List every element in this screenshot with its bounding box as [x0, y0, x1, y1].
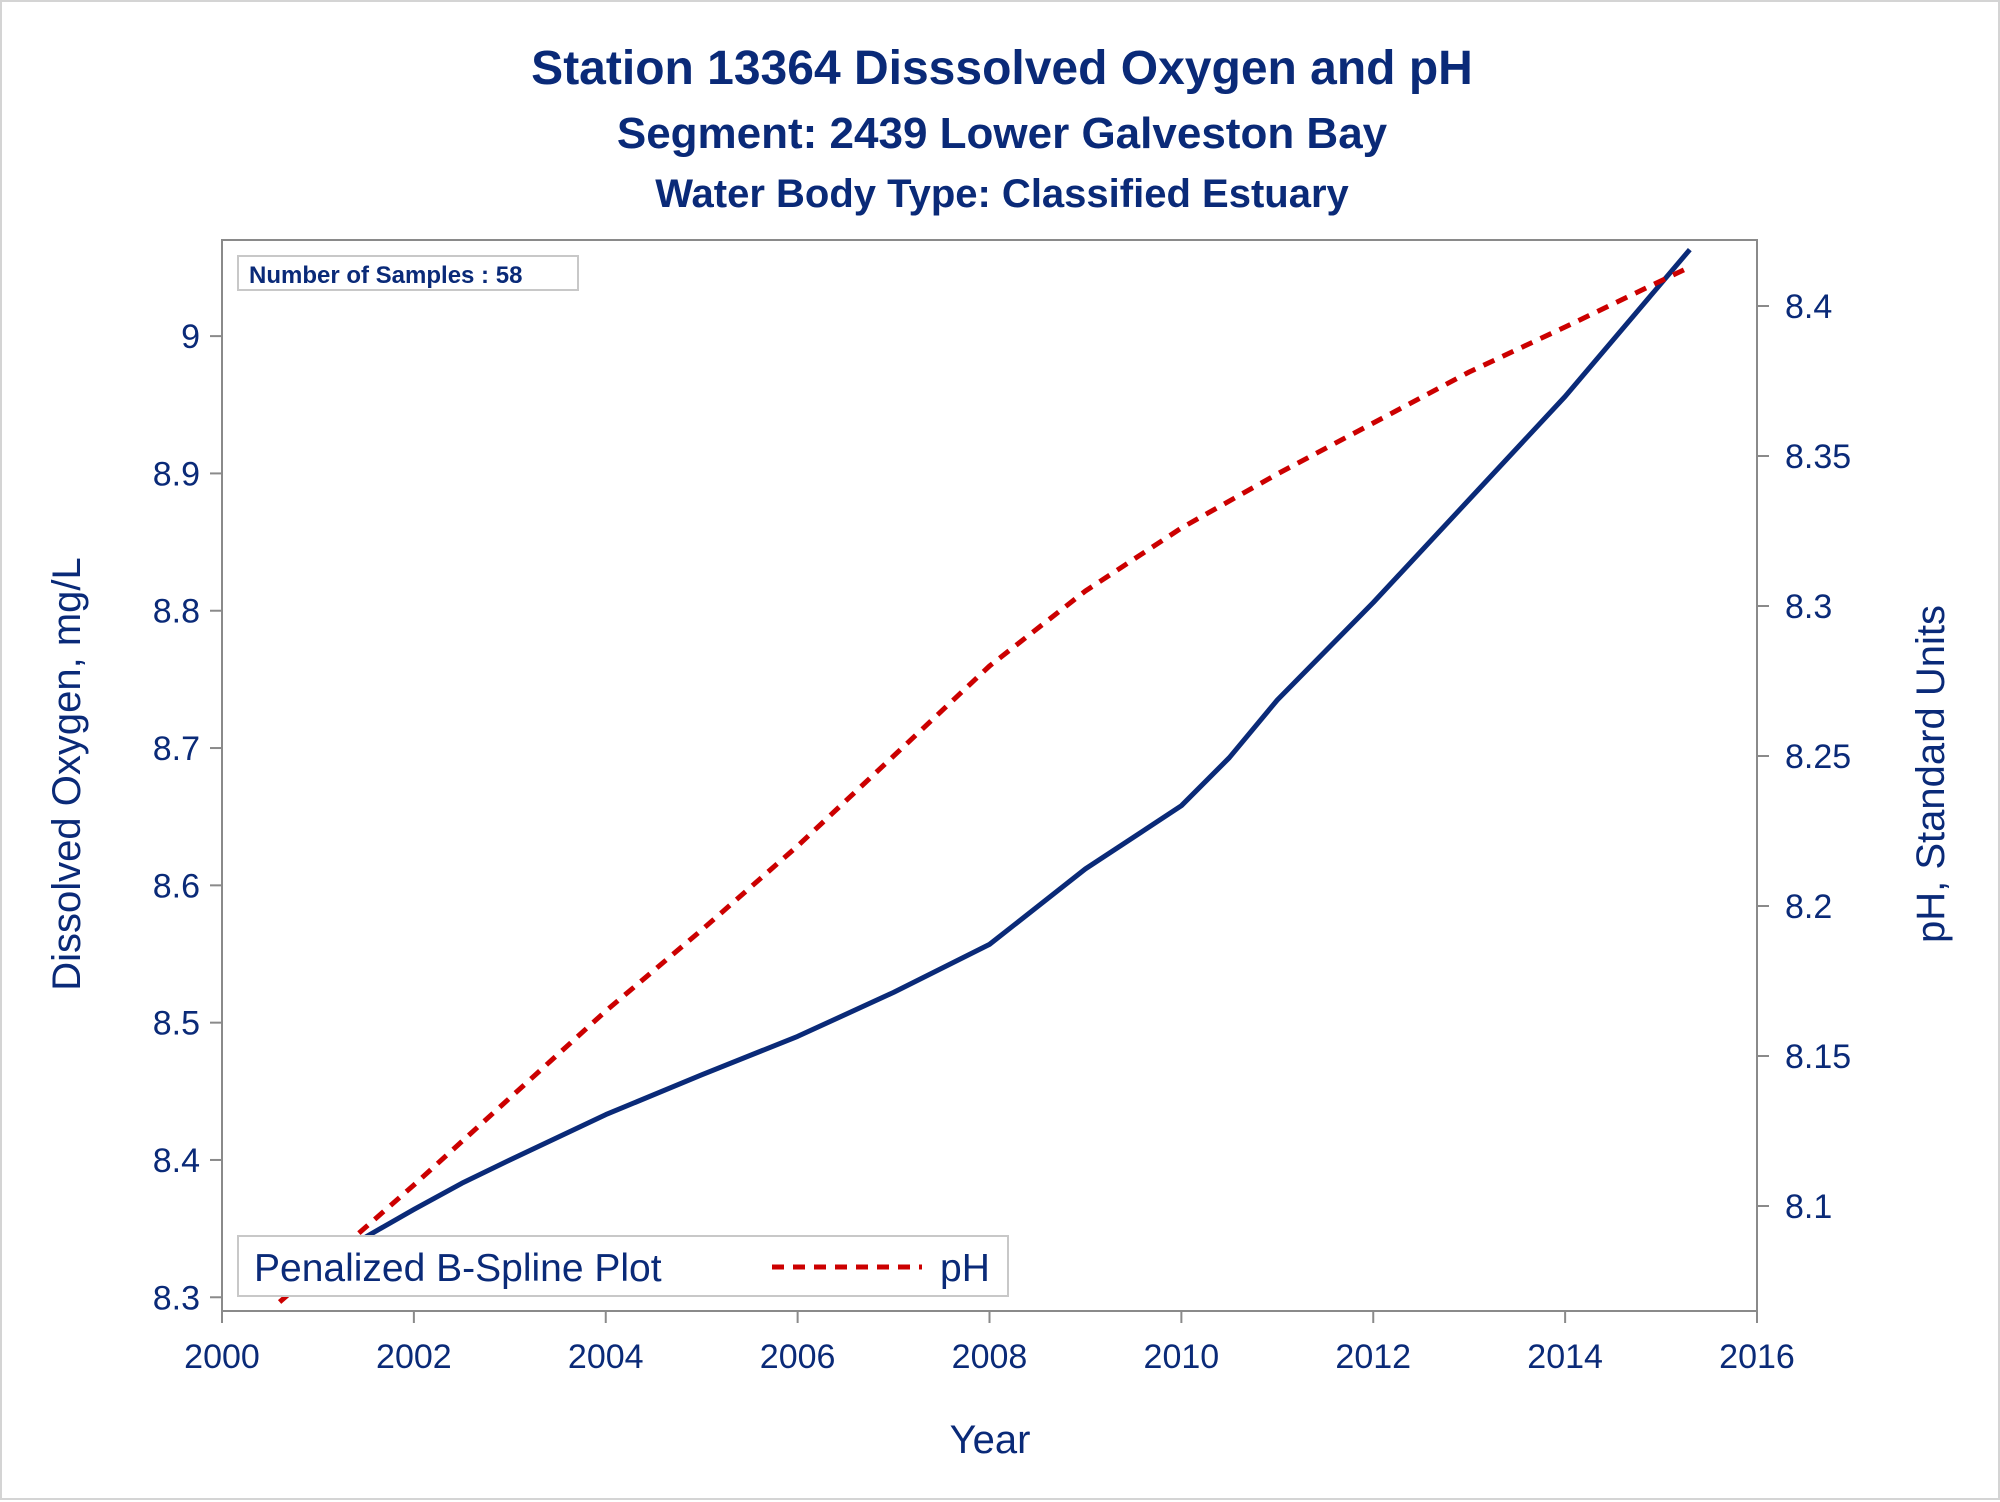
- y-axis-left-label: Dissolved Oxygen, mg/L: [45, 557, 89, 991]
- x-tick-label: 2002: [376, 1338, 452, 1376]
- y-right-tick-label: 8.4: [1785, 288, 1832, 326]
- ph-series-line: [277, 264, 1691, 1304]
- x-tick-label: 2004: [568, 1338, 644, 1376]
- y-right-tick-label: 8.1: [1785, 1188, 1832, 1226]
- chart-subtitle-2: Water Body Type: Classified Estuary: [655, 172, 1349, 216]
- y-left-tick-label: 8.8: [153, 593, 200, 631]
- sample-count-box: [237, 255, 579, 291]
- legend-label-ph: pH: [940, 1247, 990, 1290]
- y-right-tick-label: 8.3: [1785, 588, 1832, 626]
- x-axis: 2000 2002 2004 2006 2008 2010 2012 2014 2016: [184, 1311, 1795, 1376]
- x-tick-label: 2010: [1144, 1338, 1220, 1376]
- y-left-tick-label: 9: [181, 318, 200, 356]
- sample-count-label: Number of Samples : 58: [249, 262, 522, 289]
- y-left-tick-label: 8.4: [153, 1142, 200, 1180]
- chart-title: Station 13364 Disssolved Oxygen and pH: [531, 42, 1473, 95]
- y-right-tick-label: 8.15: [1785, 1038, 1851, 1076]
- y-right-tick-label: 8.35: [1785, 438, 1851, 476]
- x-tick-label: 2012: [1335, 1338, 1411, 1376]
- x-tick-label: 2008: [952, 1338, 1028, 1376]
- x-axis-label: Year: [950, 1418, 1031, 1462]
- plot-area: [221, 239, 1758, 1312]
- chart-subtitle: Segment: 2439 Lower Galveston Bay: [617, 109, 1388, 158]
- x-tick-label: 2016: [1719, 1338, 1795, 1376]
- y-axis-right: 8.1 8.15 8.2 8.25 8.3 8.35 8.4: [1757, 288, 1851, 1226]
- y-left-tick-label: 8.3: [153, 1279, 200, 1317]
- x-tick-label: 2014: [1527, 1338, 1603, 1376]
- y-left-tick-label: 8.6: [153, 867, 200, 905]
- y-axis-left: 8.3 8.4 8.5 8.6 8.7 8.8 8.9 9: [153, 318, 222, 1317]
- y-left-tick-label: 8.7: [153, 730, 200, 768]
- y-left-tick-label: 8.5: [153, 1005, 200, 1043]
- legend-title: Penalized B-Spline Plot: [254, 1247, 662, 1290]
- x-tick-label: 2006: [760, 1338, 836, 1376]
- y-right-tick-label: 8.2: [1785, 888, 1832, 926]
- x-tick-label: 2000: [184, 1338, 260, 1376]
- dissolved-oxygen-series-line: [278, 247, 1692, 1286]
- y-left-tick-label: 8.9: [153, 455, 200, 493]
- y-axis-right-label: pH, Standard Units: [1909, 605, 1953, 943]
- y-right-tick-label: 8.25: [1785, 738, 1851, 776]
- series-layer: [277, 247, 1692, 1304]
